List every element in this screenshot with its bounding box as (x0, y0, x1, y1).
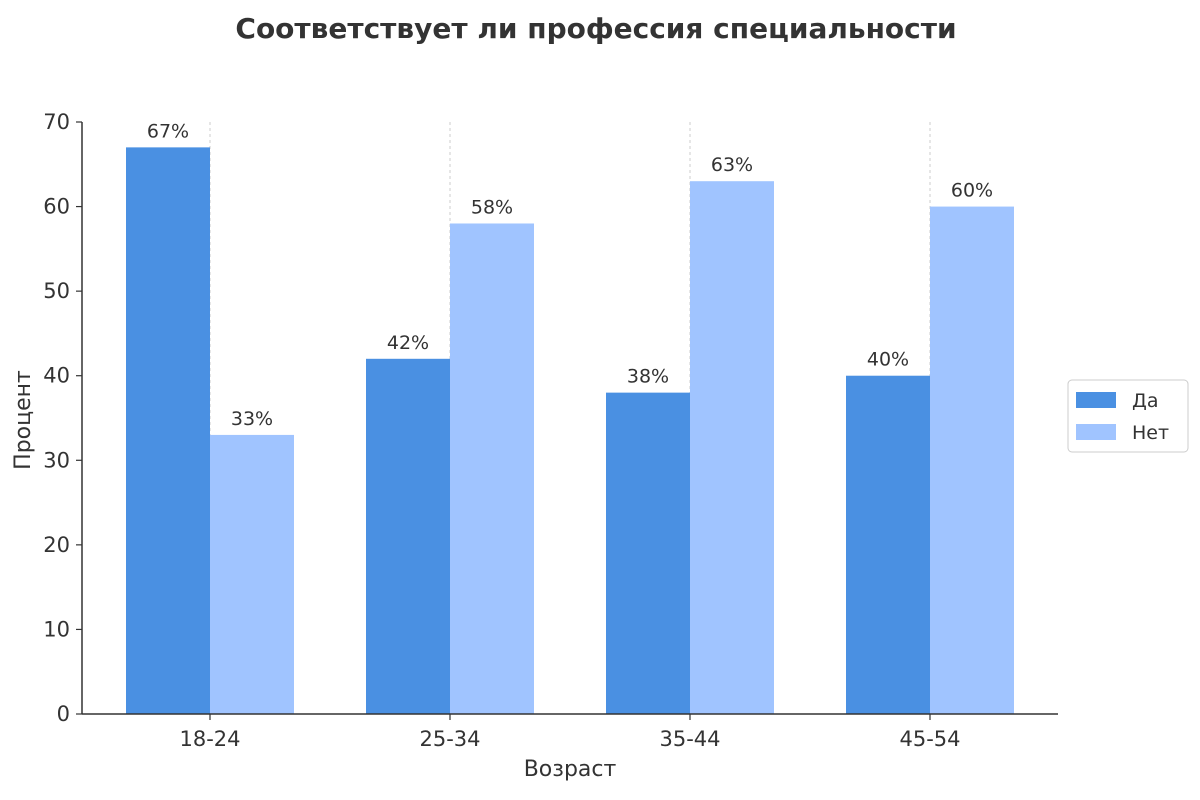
x-axis-label: Возраст (524, 757, 617, 782)
data-label-no-25-34: 58% (471, 196, 513, 218)
y-tick-label: 60 (43, 195, 70, 219)
data-label-yes-25-34: 42% (387, 332, 429, 354)
data-label-yes-35-44: 38% (627, 366, 669, 388)
legend-swatch-no (1076, 424, 1116, 440)
legend: Да Нет (1067, 379, 1189, 453)
data-label-no-35-44: 63% (711, 154, 753, 176)
y-tick-label: 70 (43, 110, 70, 134)
bar-yes-18-24 (126, 147, 210, 714)
data-labels: 67% 42% 38% 40% 33% 58% 63% 60% (147, 120, 993, 430)
x-axis-ticks: 18-24 25-34 35-44 45-54 (179, 714, 961, 751)
bar-no-35-44 (690, 181, 774, 714)
bar-no-25-34 (450, 223, 534, 714)
y-tick-label: 30 (43, 448, 70, 472)
bar-yes-45-54 (846, 375, 930, 714)
y-tick-label: 10 (43, 617, 70, 641)
chart-title: Соответствует ли профессия специальности (235, 12, 956, 45)
x-tick-label: 35-44 (659, 727, 720, 751)
x-tick-label: 45-54 (899, 727, 960, 751)
data-label-no-45-54: 60% (951, 180, 993, 202)
bar-no-18-24 (210, 434, 294, 714)
y-axis-ticks: 0 10 20 30 40 50 60 70 (43, 110, 82, 726)
y-tick-label: 50 (43, 279, 70, 303)
data-label-no-18-24: 33% (231, 408, 273, 430)
legend-label-yes: Да (1132, 390, 1159, 412)
y-axis-label: Процент (11, 370, 36, 470)
y-tick-label: 40 (43, 364, 70, 388)
legend-swatch-yes (1076, 392, 1116, 408)
y-tick-label: 0 (57, 702, 70, 726)
y-tick-label: 20 (43, 533, 70, 557)
bars (126, 147, 1014, 715)
data-label-yes-45-54: 40% (867, 349, 909, 371)
bar-yes-35-44 (606, 392, 690, 714)
bar-yes-25-34 (366, 358, 450, 714)
legend-box (1067, 379, 1189, 453)
bar-no-45-54 (930, 206, 1014, 715)
legend-label-no: Нет (1132, 422, 1169, 444)
x-tick-label: 18-24 (179, 727, 240, 751)
x-tick-label: 25-34 (419, 727, 480, 751)
data-label-yes-18-24: 67% (147, 120, 189, 142)
grid-lines (209, 122, 931, 714)
